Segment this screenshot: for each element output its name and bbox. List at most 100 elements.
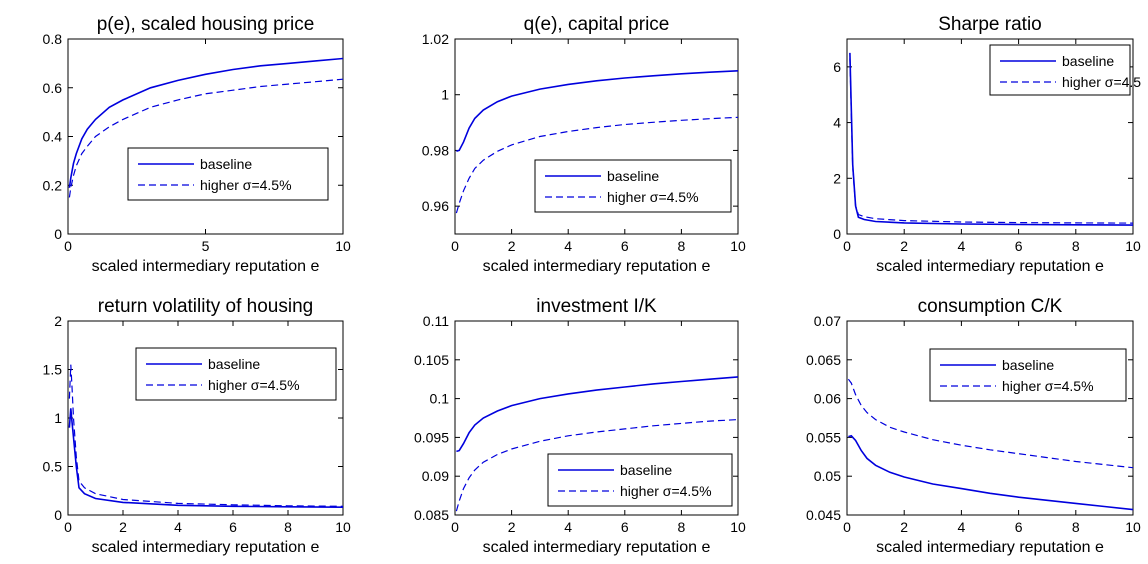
y-tick-label: 0.1 [430,391,450,407]
y-tick-label: 0.4 [43,129,63,145]
x-axis-label: scaled intermediary reputation e [483,258,711,275]
chart-title: investment I/K [536,296,657,317]
chart-title: p(e), scaled housing price [97,14,315,35]
x-tick-label: 4 [564,238,572,254]
x-axis-label: scaled intermediary reputation e [876,258,1104,275]
y-tick-label: 0.98 [422,142,449,158]
chart-panel-2: 0 2 4 6 8 10 0.96 0.98 1 1.02 q(e), capital price s… [422,14,746,275]
x-tick-label: 10 [730,519,746,535]
x-tick-label: 0 [64,519,72,535]
y-tick-label: 4 [833,115,841,131]
chart-panel-6: 0 2 4 6 8 10 0.045 0.05 0.055 0.06 0.065 0.07 consum… [806,296,1141,556]
chart-title: Sharpe ratio [938,14,1042,35]
y-tick-label: 0 [54,226,62,242]
legend-label: baseline [1002,357,1054,373]
x-tick-label: 2 [900,519,908,535]
series-line-baseline [68,57,343,188]
x-tick-label: 0 [843,519,851,535]
x-tick-label: 0 [64,238,72,254]
y-tick-label: 0.07 [814,313,841,329]
legend-box [534,159,732,213]
y-tick-label: 0.09 [422,468,449,484]
x-tick-label: 0 [451,519,459,535]
legend-label: baseline [607,168,659,184]
y-tick-label: 0.085 [414,507,449,523]
y-tick-label: 0.6 [43,80,63,96]
x-axis-label: scaled intermediary reputation e [876,539,1104,556]
x-tick-label: 6 [1015,238,1023,254]
x-tick-label: 0 [843,238,851,254]
legend-label: baseline [208,356,260,372]
legend-label: baseline [200,156,252,172]
y-tick-label: 0 [54,507,62,523]
x-tick-label: 4 [958,238,966,254]
legend-label: higher σ=4.5 [1062,74,1141,90]
y-tick-label: 0.5 [43,459,63,475]
y-tick-label: 0.055 [806,429,841,445]
y-tick-label: 1.5 [43,362,63,378]
y-tick-label: 0.095 [414,429,449,445]
series-line-higher-sigma [68,78,343,198]
x-tick-label: 10 [730,238,746,254]
y-tick-label: 1 [54,410,62,426]
y-tick-label: 0.96 [422,198,449,214]
y-tick-label: 6 [833,59,841,75]
legend: baseline higher σ=4.5% [534,159,732,213]
series-line-higher-sigma [849,58,1133,224]
legend: baseline higher σ=4.5% [135,347,337,401]
x-tick-label: 6 [621,519,629,535]
x-tick-label: 2 [508,519,516,535]
series-line-baseline [456,376,738,453]
legend-box [135,347,337,401]
chart-panel-1: 0 5 10 0 0.2 0.4 0.6 0.8 p(e), scaled housing pr… [43,14,351,275]
x-tick-label: 0 [451,238,459,254]
plot-area [67,38,344,235]
x-tick-label: 2 [508,238,516,254]
y-tick-label: 0.05 [814,468,841,484]
y-tick-label: 0.045 [806,507,841,523]
series-line-higher-sigma [847,378,1133,469]
x-axis-label: scaled intermediary reputation e [92,539,320,556]
x-tick-label: 2 [119,519,127,535]
x-tick-label: 10 [335,238,351,254]
x-tick-label: 5 [202,238,210,254]
legend-label: baseline [1062,53,1114,69]
legend-label: higher σ=4.5% [620,483,712,499]
x-tick-label: 10 [335,519,351,535]
legend-label: higher σ=4.5% [208,377,300,393]
x-tick-label: 4 [958,519,966,535]
x-tick-label: 8 [678,519,686,535]
x-tick-label: 8 [678,238,686,254]
chart-panel-5: 0 2 4 6 8 10 0.085 0.09 0.095 0.1 0.105 0.11 investm… [414,296,746,556]
legend: baseline higher σ=4.5% [127,147,329,201]
legend-label: higher σ=4.5% [607,189,699,205]
x-axis-label: scaled intermediary reputation e [92,258,320,275]
legend-box [989,44,1131,96]
chart-title: return volatility of housing [98,296,313,317]
y-tick-label: 0.105 [414,352,449,368]
chart-panel-3: 0 2 4 6 8 10 0 2 4 6 Sharpe ratio scaled intermedia… [833,14,1141,275]
x-tick-label: 8 [1072,519,1080,535]
legend-box [127,147,329,201]
legend-label: baseline [620,462,672,478]
chart-title: q(e), capital price [524,14,670,35]
y-tick-label: 0.11 [423,313,449,329]
x-tick-label: 4 [564,519,572,535]
series-line-baseline [68,408,343,508]
x-tick-label: 10 [1125,519,1141,535]
y-tick-label: 2 [54,313,62,329]
series-line-higher-sigma [455,419,738,512]
y-tick-label: 0 [833,226,841,242]
x-tick-label: 6 [1015,519,1023,535]
y-tick-label: 0.8 [43,31,63,47]
x-tick-label: 4 [174,519,182,535]
legend: baseline higher σ=4.5 [989,44,1141,96]
chart-title: consumption C/K [918,296,1063,317]
series-line-baseline [849,52,1133,226]
legend: baseline higher σ=4.5% [547,453,733,507]
series-line-baseline [848,434,1133,511]
x-tick-label: 6 [621,238,629,254]
y-tick-label: 2 [833,170,841,186]
legend-label: higher σ=4.5% [1002,378,1094,394]
